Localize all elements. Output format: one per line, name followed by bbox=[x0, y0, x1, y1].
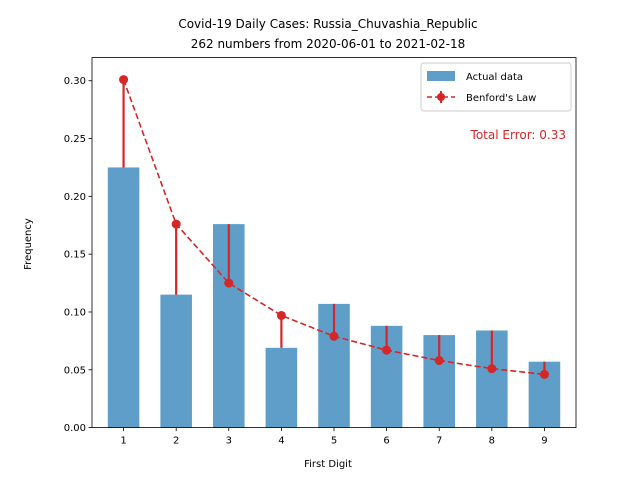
legend: Actual data Benford's Law bbox=[420, 62, 572, 112]
total-error-annotation: Total Error: 0.33 bbox=[470, 128, 566, 142]
x-tick-label-5: 5 bbox=[331, 436, 337, 447]
benford-point-digit-9 bbox=[539, 369, 549, 379]
benford-line-layer bbox=[119, 75, 549, 379]
x-tick-label-9: 9 bbox=[541, 436, 547, 447]
benford-point-digit-5 bbox=[329, 331, 339, 341]
legend-marker-benford bbox=[437, 93, 445, 101]
legend-label-actual: Actual data bbox=[466, 72, 523, 83]
x-tick-label-4: 4 bbox=[278, 436, 284, 447]
y-tick-label-0.15: 0.15 bbox=[64, 250, 86, 261]
x-tick-label-2: 2 bbox=[173, 436, 179, 447]
legend-frame bbox=[420, 62, 572, 112]
x-tick-label-6: 6 bbox=[383, 436, 389, 447]
y-axis-label: Frequency bbox=[23, 218, 34, 270]
y-tick-label-0.05: 0.05 bbox=[64, 365, 86, 376]
chart-title-line1: Covid-19 Daily Cases: Russia_Chuvashia_R… bbox=[178, 17, 477, 31]
bar-digit-2 bbox=[160, 294, 192, 428]
benford-point-digit-2 bbox=[171, 219, 181, 229]
benford-point-digit-6 bbox=[382, 345, 392, 355]
benford-point-digit-3 bbox=[224, 278, 234, 288]
error-lines-layer bbox=[122, 79, 546, 375]
x-tick-label-8: 8 bbox=[489, 436, 495, 447]
legend-swatch-actual bbox=[427, 71, 455, 81]
x-tick-label-7: 7 bbox=[436, 436, 442, 447]
y-tick-label-0.30: 0.30 bbox=[64, 76, 86, 87]
axes-layer: 1 2 3 4 5 6 7 8 9 0.00 0.05 0.10 0.15 0.20 0.25 0.30 bbox=[64, 57, 577, 447]
legend-label-benford: Benford's Law bbox=[466, 93, 536, 104]
benford-point-digit-7 bbox=[434, 356, 444, 366]
chart-title-line2: 262 numbers from 2020-06-01 to 2021-02-1… bbox=[191, 37, 466, 51]
benford-point-digit-1 bbox=[119, 75, 129, 85]
y-tick-label-0.10: 0.10 bbox=[64, 307, 86, 318]
x-axis-label: First Digit bbox=[304, 459, 352, 470]
bar-digit-4 bbox=[265, 347, 298, 428]
y-tick-label-0.00: 0.00 bbox=[64, 423, 86, 434]
y-tick-label-0.20: 0.20 bbox=[64, 192, 86, 203]
benford-point-digit-4 bbox=[276, 310, 286, 320]
x-tick-label-3: 3 bbox=[226, 436, 232, 447]
bar-digit-1 bbox=[107, 167, 140, 428]
benford-point-digit-8 bbox=[487, 364, 497, 374]
bars-layer bbox=[107, 167, 561, 428]
y-tick-label-0.25: 0.25 bbox=[64, 134, 86, 145]
x-tick-label-1: 1 bbox=[120, 436, 126, 447]
